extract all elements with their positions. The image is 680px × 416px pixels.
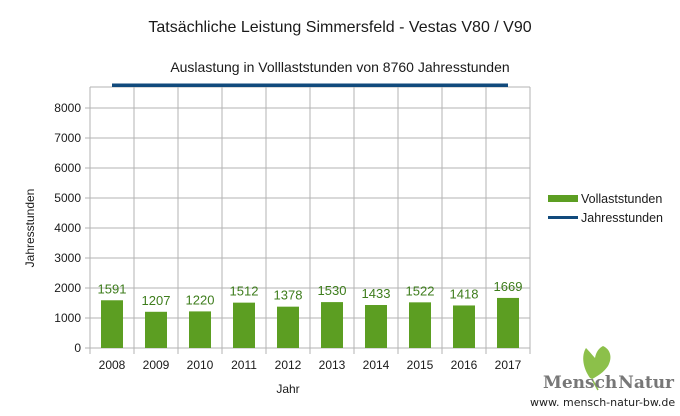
bars bbox=[101, 297, 519, 348]
y-tick-label: 2000 bbox=[54, 281, 81, 295]
x-tick-label: 2008 bbox=[99, 358, 126, 372]
legend-label-jahresstunden: Jahresstunden bbox=[581, 211, 663, 225]
bar-2008 bbox=[101, 300, 123, 348]
y-tick-label: 7000 bbox=[54, 131, 81, 145]
bar-2011 bbox=[233, 302, 255, 348]
chart-title: Tatsächliche Leistung Simmersfeld - Vest… bbox=[148, 19, 531, 36]
y-tick-label: 1000 bbox=[54, 311, 81, 325]
logo-text-mensch: Mensch bbox=[543, 373, 617, 393]
mensch-natur-logo: MenschNatur www. mensch-natur-bw.de bbox=[530, 346, 675, 409]
data-label-2017: 1669 bbox=[494, 279, 523, 294]
chart-subtitle: Auslastung in Volllaststunden von 8760 J… bbox=[170, 59, 509, 75]
website-url: www. mensch-natur-bw.de bbox=[530, 396, 675, 409]
x-tick-label: 2011 bbox=[231, 358, 257, 372]
data-label-2015: 1522 bbox=[406, 283, 435, 298]
y-tick-label: 3000 bbox=[54, 251, 81, 265]
x-tick-label: 2015 bbox=[407, 358, 434, 372]
y-ticks: 0 1000 2000 3000 4000 5000 6000 7000 8000 bbox=[54, 101, 81, 355]
legend-label-vollaststunden: Vollaststunden bbox=[581, 192, 662, 206]
data-label-2010: 1220 bbox=[186, 292, 215, 307]
bar-2016 bbox=[453, 305, 475, 348]
bar-2012 bbox=[277, 306, 299, 348]
data-label-2014: 1433 bbox=[362, 286, 391, 301]
legend-swatch-vollaststunden bbox=[548, 195, 578, 202]
y-axis-label: Jahresstunden bbox=[23, 189, 37, 268]
x-tick-label: 2012 bbox=[275, 358, 302, 372]
data-label-2008: 1591 bbox=[98, 281, 127, 296]
bar-2009 bbox=[145, 311, 167, 348]
legend-swatch-jahresstunden bbox=[548, 216, 578, 219]
y-tick-label: 5000 bbox=[54, 191, 81, 205]
bar-2015 bbox=[409, 302, 431, 348]
data-labels: 1591 1207 1220 1512 1378 1530 1433 1522 1418 1669 bbox=[98, 279, 523, 308]
svg-text:MenschNatur: MenschNatur bbox=[543, 373, 675, 393]
y-tick-label: 0 bbox=[74, 341, 81, 355]
y-tick-label: 4000 bbox=[54, 221, 81, 235]
bar-2010 bbox=[189, 311, 211, 348]
ginkgo-leaf-icon bbox=[583, 346, 611, 391]
legend: Vollaststunden Jahresstunden bbox=[548, 192, 663, 225]
y-tick-label: 8000 bbox=[54, 101, 81, 115]
data-label-2011: 1512 bbox=[230, 284, 259, 299]
bar-2014 bbox=[365, 305, 387, 348]
data-label-2009: 1207 bbox=[142, 293, 171, 308]
x-tick-label: 2016 bbox=[451, 358, 478, 372]
x-tick-label: 2013 bbox=[319, 358, 346, 372]
data-label-2012: 1378 bbox=[274, 288, 303, 303]
x-axis-label: Jahr bbox=[276, 382, 299, 396]
x-tick-label: 2009 bbox=[143, 358, 170, 372]
y-tick-label: 6000 bbox=[54, 161, 81, 175]
bar-2013 bbox=[321, 302, 343, 348]
x-tick-label: 2014 bbox=[363, 358, 390, 372]
bar-2017 bbox=[497, 297, 519, 348]
data-label-2016: 1418 bbox=[450, 286, 479, 301]
x-ticks: 2008 2009 2010 2011 2012 2013 2014 2015 2016 2017 bbox=[99, 358, 522, 372]
x-tick-label: 2010 bbox=[187, 358, 214, 372]
data-label-2013: 1530 bbox=[318, 283, 347, 298]
x-tick-label: 2017 bbox=[495, 358, 522, 372]
logo-text-natur: Natur bbox=[618, 373, 675, 393]
